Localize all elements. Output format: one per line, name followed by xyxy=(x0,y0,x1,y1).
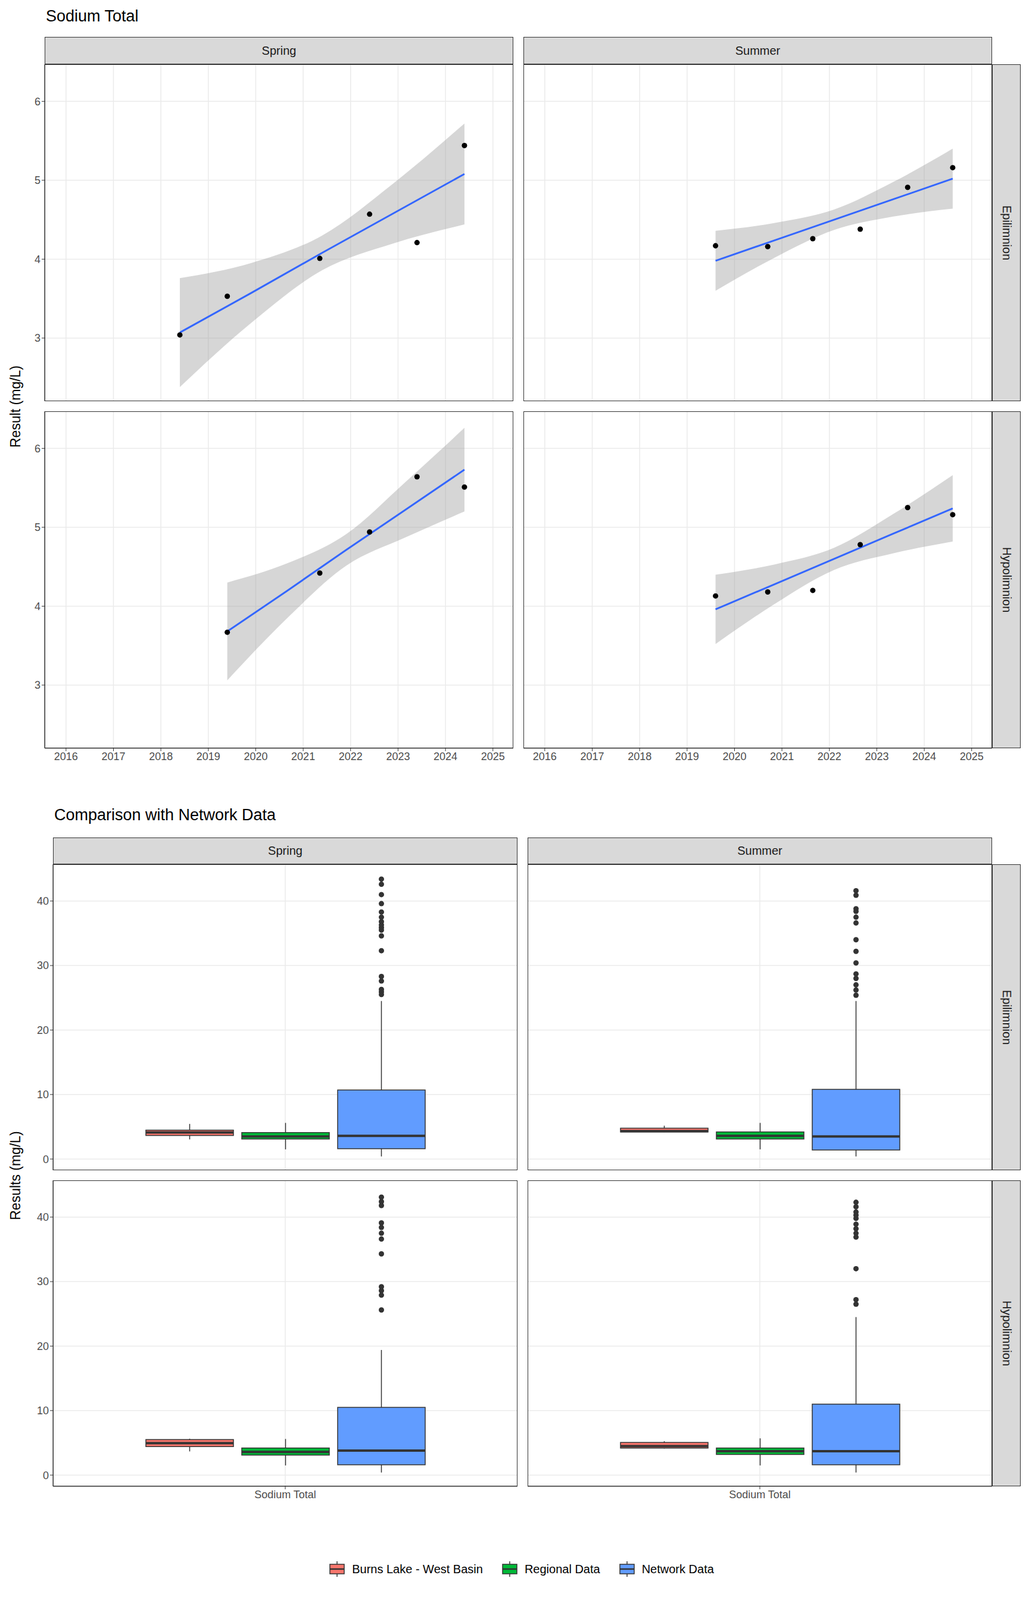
svg-text:2023: 2023 xyxy=(385,750,410,763)
html-text:Regional Data: Regional Data xyxy=(524,1562,601,1576)
svg-text:2018: 2018 xyxy=(627,750,652,763)
html-text:Hypolimnion: Hypolimnion xyxy=(1000,547,1014,613)
html-text:Summer: Summer xyxy=(735,43,781,57)
svg-text:4: 4 xyxy=(34,600,41,613)
svg-text:6: 6 xyxy=(34,443,41,455)
svg-text:10: 10 xyxy=(36,1089,49,1102)
svg-text:5: 5 xyxy=(34,174,41,187)
html-text:Spring: Spring xyxy=(261,43,297,57)
svg-text:40: 40 xyxy=(36,895,49,908)
svg-text:2016: 2016 xyxy=(532,750,557,763)
html-text:Epilimnion: Epilimnion xyxy=(1000,205,1014,261)
svg-text:2021: 2021 xyxy=(769,750,794,763)
svg-text:0: 0 xyxy=(42,1154,49,1166)
html-text:Epilimnion: Epilimnion xyxy=(1000,990,1014,1046)
svg-text:2020: 2020 xyxy=(243,750,268,763)
svg-text:20: 20 xyxy=(36,1024,49,1037)
html-text:Results (mg/L): Results (mg/L) xyxy=(7,1131,23,1221)
svg-text:10: 10 xyxy=(36,1405,49,1418)
svg-text:2025: 2025 xyxy=(481,750,505,763)
svg-text:Sodium Total: Sodium Total xyxy=(728,1489,791,1502)
svg-text:Sodium Total: Sodium Total xyxy=(254,1489,317,1502)
html-text:Burns Lake - West Basin: Burns Lake - West Basin xyxy=(352,1562,483,1576)
html-text:Summer: Summer xyxy=(737,844,783,858)
svg-text:3: 3 xyxy=(34,679,41,692)
svg-text:2024: 2024 xyxy=(433,750,458,763)
svg-text:2017: 2017 xyxy=(580,750,604,763)
svg-text:2016: 2016 xyxy=(54,750,79,763)
html-text:Hypolimnion: Hypolimnion xyxy=(1000,1301,1014,1367)
html-text:Network Data: Network Data xyxy=(641,1562,714,1576)
svg-text:30: 30 xyxy=(36,959,49,972)
svg-text:20: 20 xyxy=(36,1341,49,1353)
svg-text:30: 30 xyxy=(36,1276,49,1289)
svg-text:2025: 2025 xyxy=(959,750,984,763)
svg-text:2022: 2022 xyxy=(817,750,842,763)
svg-text:2022: 2022 xyxy=(338,750,363,763)
html-text:Spring: Spring xyxy=(268,844,303,858)
svg-text:2019: 2019 xyxy=(196,750,221,763)
html-text:Sodium Total: Sodium Total xyxy=(45,7,139,26)
svg-text:40: 40 xyxy=(36,1211,49,1224)
svg-text:3: 3 xyxy=(34,332,41,345)
svg-text:2023: 2023 xyxy=(864,750,889,763)
svg-text:0: 0 xyxy=(42,1470,49,1483)
svg-text:2021: 2021 xyxy=(291,750,316,763)
html-text:Result (mg/L): Result (mg/L) xyxy=(7,365,23,448)
html-text:Comparison with Network Data: Comparison with Network Data xyxy=(54,806,276,825)
svg-text:4: 4 xyxy=(34,253,41,266)
svg-text:2024: 2024 xyxy=(912,750,937,763)
svg-text:5: 5 xyxy=(34,521,41,534)
svg-text:2020: 2020 xyxy=(722,750,747,763)
svg-text:2019: 2019 xyxy=(675,750,700,763)
svg-text:6: 6 xyxy=(34,95,41,108)
svg-text:2017: 2017 xyxy=(101,750,126,763)
svg-text:2018: 2018 xyxy=(148,750,173,763)
